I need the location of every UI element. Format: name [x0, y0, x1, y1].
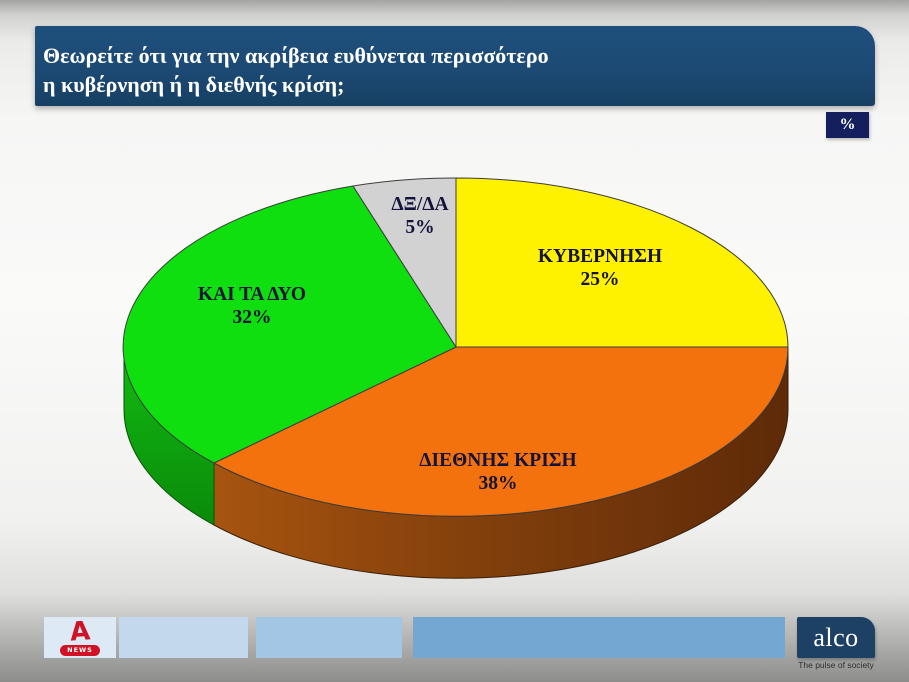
footer-tile-4 [413, 617, 785, 658]
footer-tile-2 [119, 617, 248, 658]
footer-tile-3 [256, 617, 402, 658]
percent-unit-badge: % [826, 112, 869, 138]
question-text-line2: η κυβέρνηση ή η διεθνής κρίση; [43, 72, 345, 97]
pie-slice-kyvernisi [455, 177, 789, 348]
alpha-news-pill: NEWS [60, 644, 100, 656]
question-text-line1: Θεωρείτε ότι για την ακρίβεια ευθύνεται … [43, 43, 549, 68]
alco-logo-text: alco [813, 622, 859, 652]
question-title-bar: Θεωρείτε ότι για την ακρίβεια ευθύνεται … [35, 26, 875, 106]
alco-logo: alco [797, 617, 875, 658]
alco-tagline: The pulse of society [798, 660, 874, 670]
alpha-news-logo: A NEWS [44, 615, 116, 658]
pie-slice-dksda [352, 177, 457, 348]
pie-slice-diethnis-krisi [213, 346, 789, 517]
pie-slice-kai-ta-dyo [122, 185, 457, 464]
alpha-a-icon: A [68, 615, 92, 648]
